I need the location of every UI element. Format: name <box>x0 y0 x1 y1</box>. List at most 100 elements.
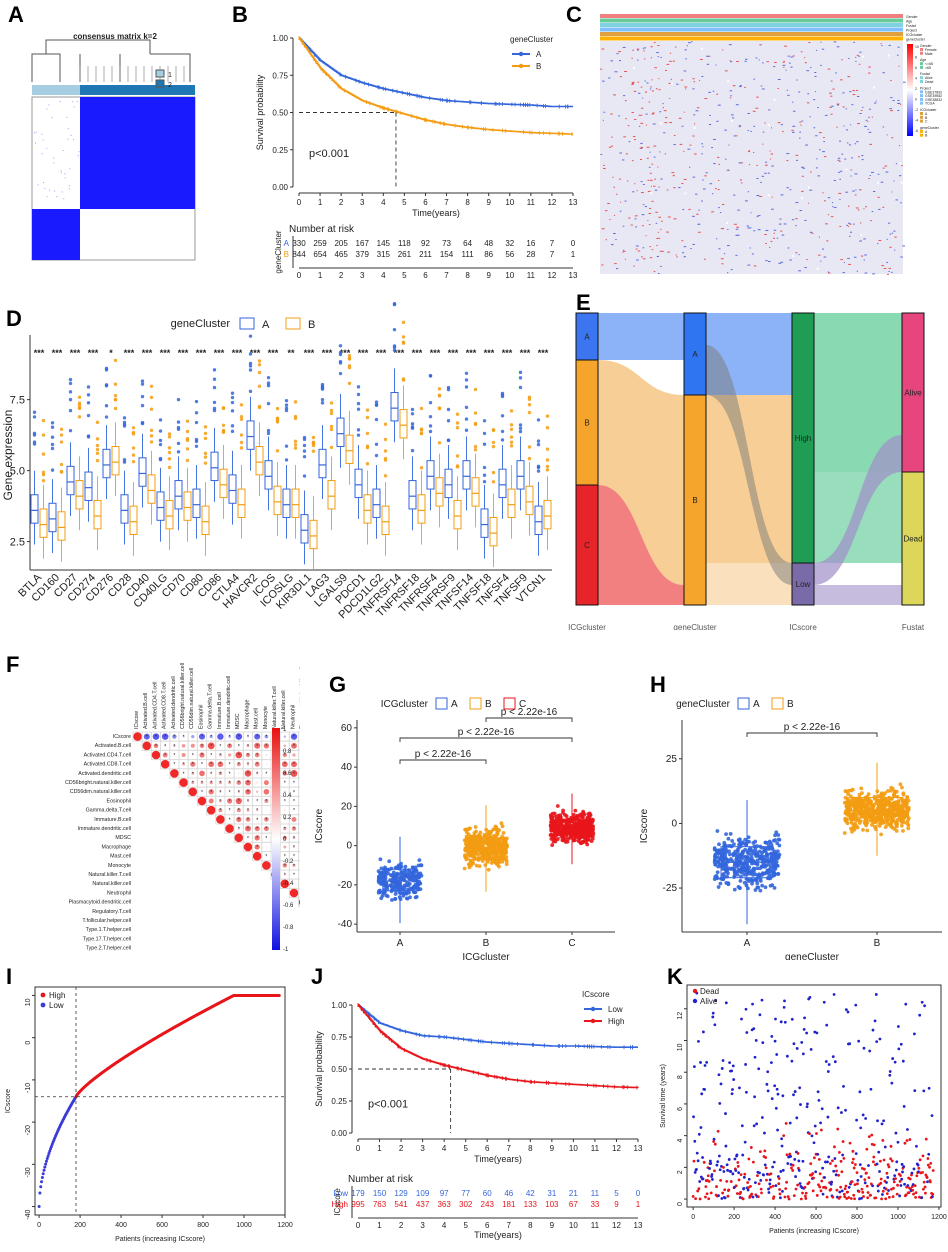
heatmap-cell <box>853 223 855 225</box>
data-point <box>465 827 470 832</box>
heatmap-title: consensus matrix k=2 <box>73 32 157 41</box>
significance-mark: * <box>265 854 267 860</box>
correlation-dot <box>284 818 286 820</box>
data-point <box>849 820 854 825</box>
color-bar-tick: -4 <box>915 119 918 123</box>
box-b <box>417 494 426 524</box>
heatmap-cell <box>720 228 723 230</box>
y-tick-label: -20 <box>338 880 353 891</box>
matrix-cell <box>298 841 300 853</box>
legend-box-B <box>469 697 482 710</box>
data-point <box>750 878 754 882</box>
outlier-point <box>464 385 469 389</box>
heatmap-cell <box>618 115 620 117</box>
heatmap-cell <box>785 69 787 71</box>
heatmap-cell <box>665 117 668 119</box>
heatmap-cell <box>692 78 695 80</box>
data-point <box>770 863 775 868</box>
data-point <box>413 865 418 870</box>
data-point <box>753 888 758 892</box>
outlier-point <box>383 449 388 453</box>
heatmap-cell <box>646 82 649 84</box>
heatmap-cell <box>859 51 862 53</box>
color-bar-tick: -0.4 <box>283 881 294 887</box>
correlation-dot <box>283 826 287 831</box>
outlier-point <box>41 478 46 483</box>
data-point <box>500 824 505 829</box>
heatmap-cell <box>713 138 716 140</box>
data-point <box>485 850 489 854</box>
outlier-point <box>446 438 451 443</box>
correlation-dot <box>254 835 260 841</box>
heatmap-cell <box>890 80 892 82</box>
correlation-dot <box>229 809 231 811</box>
matrix-noise <box>60 172 62 174</box>
heatmap-cell <box>816 49 818 51</box>
data-point <box>899 823 904 828</box>
correlation-dot <box>197 796 207 806</box>
legend-title: ICGcluster <box>381 699 429 710</box>
data-point <box>723 867 728 872</box>
heatmap-cell <box>863 238 866 240</box>
heatmap-cell <box>771 208 774 210</box>
significance-mark: * <box>238 808 240 814</box>
heatmap-cell <box>711 193 714 195</box>
risk-value: 92 <box>421 239 430 248</box>
heatmap-cell <box>832 88 835 90</box>
outlier-point <box>122 458 127 462</box>
data-point <box>876 798 880 803</box>
heatmap-cell <box>806 70 810 72</box>
significance-mark: * <box>284 762 286 768</box>
heatmap-cell <box>847 257 850 259</box>
heatmap-cell <box>854 256 857 258</box>
outlier-point <box>518 385 523 390</box>
data-point <box>410 865 415 870</box>
outlier-point <box>266 375 271 380</box>
heatmap-cell <box>649 257 653 259</box>
data-point <box>758 888 763 893</box>
box-b <box>309 519 318 550</box>
heatmap-cell <box>792 131 795 133</box>
outlier-point <box>257 363 262 367</box>
column-label: Activated.CD4.T.cell <box>152 682 158 729</box>
data-point <box>755 866 760 871</box>
correlation-dot <box>217 761 224 768</box>
matrix-cell <box>298 795 300 807</box>
matrix-noise <box>37 184 39 186</box>
correlation-dot <box>265 754 268 756</box>
significance-mark: * <box>293 744 295 750</box>
data-point <box>743 854 748 859</box>
legend-marker <box>518 63 524 69</box>
data-point <box>721 854 725 859</box>
x-tick-label: A <box>744 938 751 949</box>
risk-x-tick-label: 6 <box>423 271 428 280</box>
data-point <box>477 864 482 869</box>
heatmap-cell <box>776 237 779 239</box>
heatmap-cell <box>614 71 618 73</box>
legend-group-title: Project <box>920 86 931 90</box>
significance-mark: * <box>210 790 212 796</box>
outlier-point <box>428 414 433 419</box>
legend-item: GSE37892 <box>925 90 942 94</box>
significance-mark: * <box>247 781 249 787</box>
heatmap-cell <box>658 186 660 188</box>
box-a <box>102 448 111 479</box>
heatmap-cell <box>682 252 685 254</box>
heatmap-cell <box>697 223 701 225</box>
matrix-noise <box>60 170 62 172</box>
heatmap-cell <box>894 249 896 251</box>
data-point <box>755 885 760 890</box>
data-point <box>887 802 891 806</box>
heatmap-cell <box>631 160 634 162</box>
outlier-point <box>86 401 91 405</box>
heatmap-gap <box>861 55 864 58</box>
heatmap-cell <box>872 273 875 275</box>
outlier-point <box>527 456 532 461</box>
heatmap-cell <box>748 164 751 166</box>
heatmap-cell <box>855 207 859 209</box>
heatmap-cell <box>882 126 885 128</box>
heatmap-cell <box>637 59 639 61</box>
outlier-point <box>113 358 118 363</box>
heatmap-gap <box>684 192 687 195</box>
correlation-dot <box>254 742 261 749</box>
